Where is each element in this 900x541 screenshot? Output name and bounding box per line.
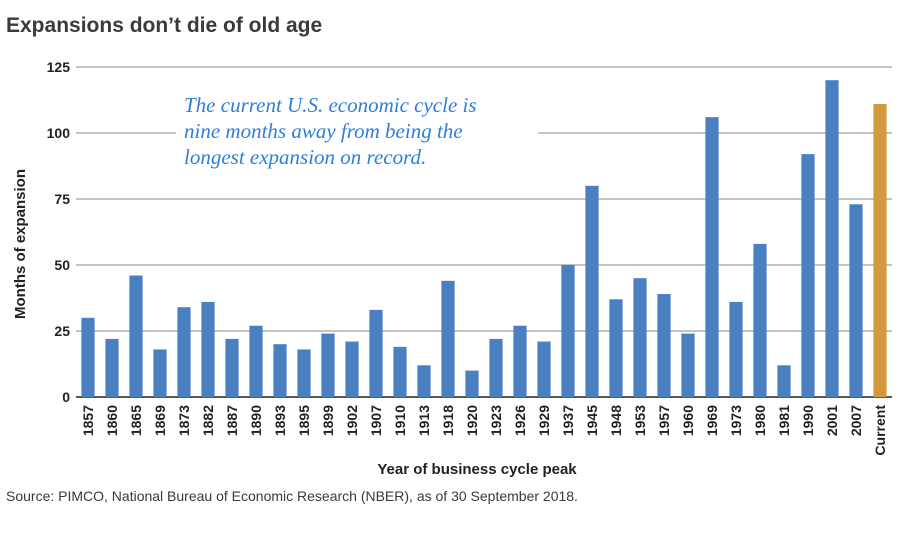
- bar-1937: [561, 265, 575, 397]
- x-tick-label: 1902: [344, 405, 360, 436]
- x-tick-label: 1918: [440, 405, 456, 436]
- bar-1882: [201, 301, 215, 397]
- x-tick-label: 1990: [800, 405, 816, 436]
- bar-2007: [849, 204, 863, 397]
- x-tick-label: 1973: [728, 405, 744, 436]
- x-axis-label: Year of business cycle peak: [377, 461, 577, 478]
- x-tick-label: 1937: [560, 405, 576, 436]
- bar-1990: [801, 154, 815, 397]
- bar-1969: [705, 117, 719, 397]
- bar-1957: [657, 294, 671, 397]
- bar-1929: [537, 341, 551, 397]
- bar-1926: [513, 325, 527, 397]
- bar-current: [873, 103, 887, 398]
- x-tick-label: 1895: [296, 405, 312, 436]
- bar-1860: [105, 338, 119, 397]
- x-tick-label: 1960: [680, 405, 696, 436]
- x-tick-label: 1953: [632, 405, 648, 436]
- x-tick-label: 1899: [320, 405, 336, 436]
- bar-1923: [489, 338, 503, 397]
- bar-1948: [609, 299, 623, 397]
- bar-1869: [153, 349, 167, 397]
- annotation-line: longest expansion on record.: [184, 145, 426, 169]
- x-tick-label: 2007: [848, 405, 864, 436]
- bar-1887: [225, 338, 239, 397]
- x-tick-label: 1981: [776, 405, 792, 436]
- bar-1902: [345, 341, 359, 397]
- bar-1890: [249, 325, 263, 397]
- x-tick-label: 1913: [416, 405, 432, 436]
- x-tick-label: 1969: [704, 405, 720, 436]
- bar-1973: [729, 301, 743, 397]
- y-tick-label: 50: [54, 257, 70, 273]
- bar-1918: [441, 280, 455, 397]
- bar-1953: [633, 278, 647, 397]
- x-tick-label: 1887: [224, 405, 240, 436]
- bar-1857: [81, 317, 95, 397]
- x-tick-label: 1857: [80, 405, 96, 436]
- x-tick-labels: 1857 1860 1865 1869 1873 1882 1887 1890 1893 1895…: [80, 405, 888, 456]
- annotation-line: nine months away from being the: [184, 119, 463, 143]
- bar-1980: [753, 243, 767, 397]
- x-tick-label: 1873: [176, 405, 192, 436]
- x-tick-label: 1882: [200, 405, 216, 436]
- x-tick-label: 1860: [104, 405, 120, 436]
- x-tick-label: 1957: [656, 405, 672, 436]
- source-note: Source: PIMCO, National Bureau of Econom…: [6, 488, 578, 504]
- x-tick-label: 1929: [536, 405, 552, 436]
- x-tick-label: 1890: [248, 405, 264, 436]
- x-tick-label: 2001: [824, 405, 840, 436]
- bar-1913: [417, 365, 431, 397]
- chart-title: Expansions don’t die of old age: [6, 14, 323, 37]
- y-tick-label: 25: [54, 323, 70, 339]
- x-tick-label: 1893: [272, 405, 288, 436]
- x-tick-label: 1980: [752, 405, 768, 436]
- bar-1981: [777, 365, 791, 397]
- x-tick-label: 1907: [368, 405, 384, 436]
- x-tick-label: 1869: [152, 405, 168, 436]
- y-tick-labels: 0 25 50 75 100 125: [47, 59, 71, 405]
- x-tick-label: 1926: [512, 405, 528, 436]
- y-tick-label: 100: [47, 125, 71, 141]
- x-tick-label: 1948: [608, 405, 624, 436]
- bar-1873: [177, 307, 191, 397]
- bar-1945: [585, 185, 599, 397]
- bar-1907: [369, 309, 383, 397]
- bar-1895: [297, 349, 311, 397]
- bar-1920: [465, 370, 479, 397]
- bar-1893: [273, 344, 287, 397]
- bar-1865: [129, 275, 143, 397]
- bars: [81, 80, 887, 398]
- y-tick-label: 0: [62, 389, 70, 405]
- x-tick-label: 1945: [584, 405, 600, 436]
- bar-1899: [321, 333, 335, 397]
- bar-2001: [825, 80, 839, 397]
- x-tick-label: 1923: [488, 405, 504, 436]
- x-tick-label: 1910: [392, 405, 408, 436]
- y-axis-label: Months of expansion: [12, 169, 29, 319]
- bar-1960: [681, 333, 695, 397]
- x-tick-label: 1920: [464, 405, 480, 436]
- x-tick-label: Current: [872, 405, 888, 456]
- y-tick-label: 125: [47, 59, 71, 75]
- y-tick-label: 75: [54, 191, 70, 207]
- annotation-line: The current U.S. economic cycle is: [184, 93, 477, 117]
- x-tick-label: 1865: [128, 405, 144, 436]
- annotation-backdrop: [176, 119, 538, 145]
- bar-1910: [393, 346, 407, 397]
